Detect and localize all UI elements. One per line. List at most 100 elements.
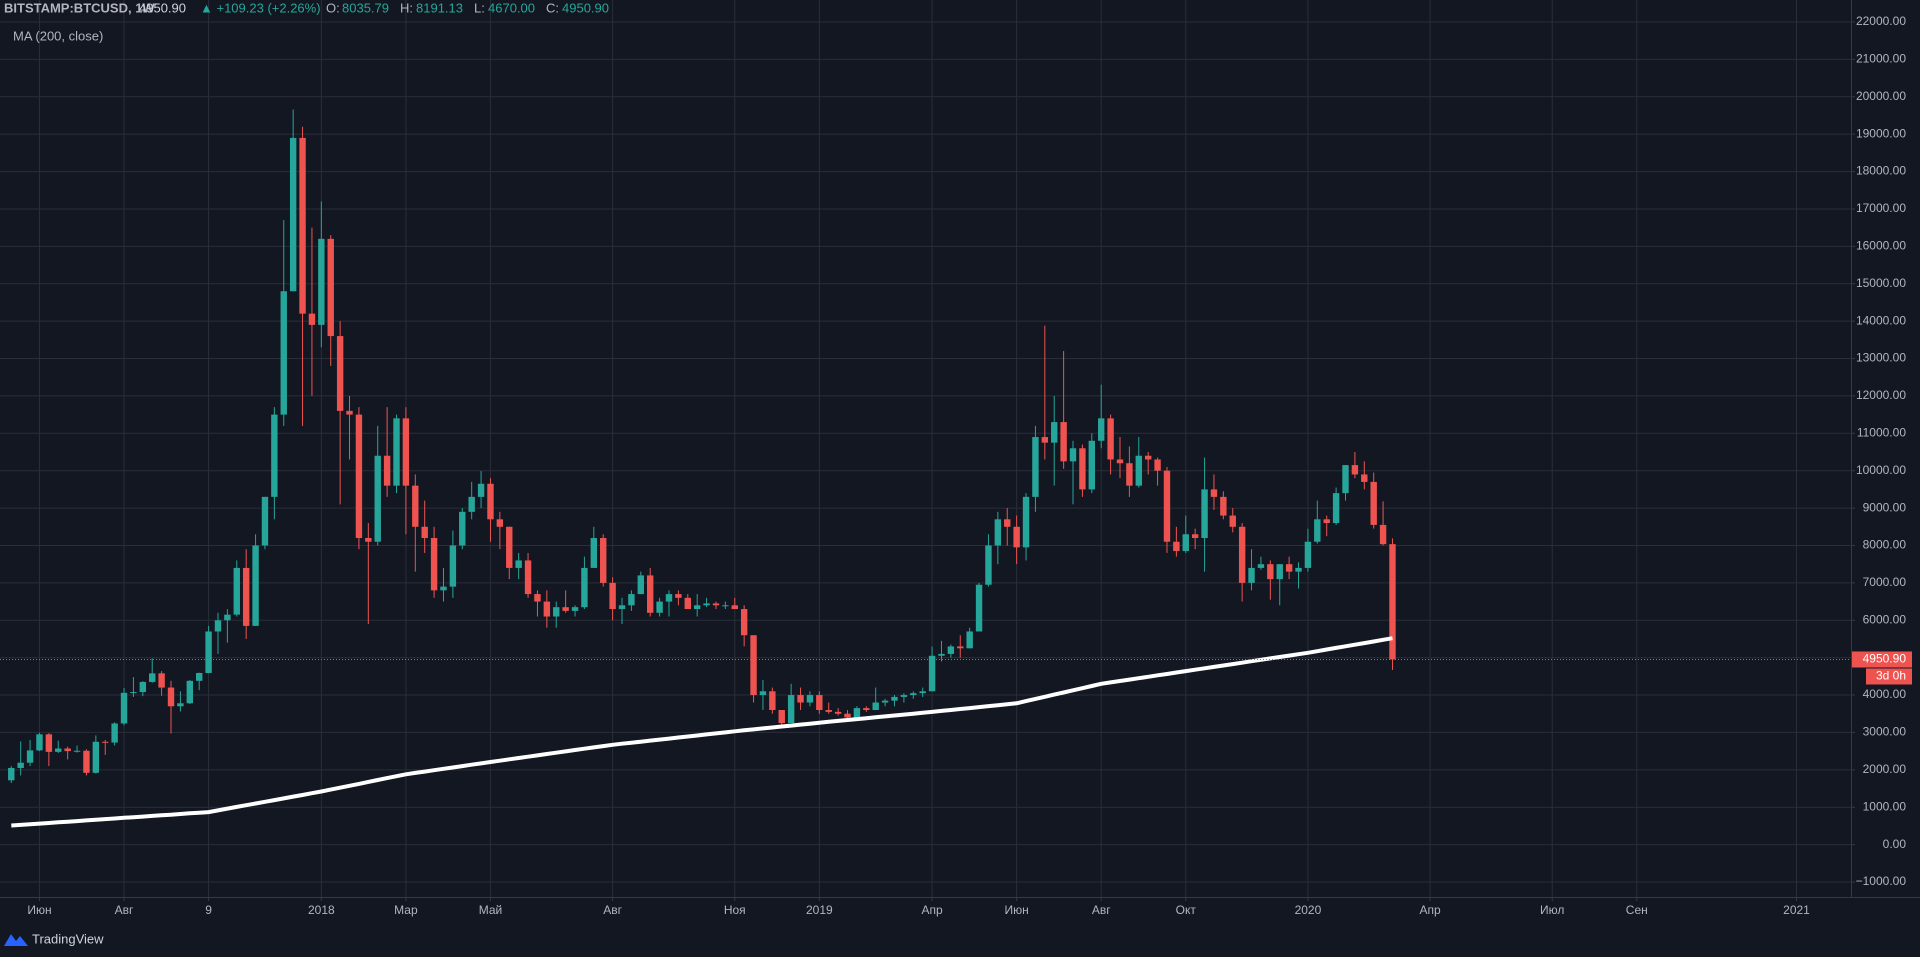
candle-body	[1238, 526, 1246, 583]
y-tick-label: 4000.00	[1863, 687, 1907, 701]
candle-body	[186, 680, 193, 704]
y-tick-label: 14000.00	[1856, 313, 1906, 327]
candle-body	[1060, 422, 1067, 462]
y-tick-label: 13000.00	[1856, 351, 1906, 365]
candle-body	[1361, 474, 1368, 482]
candle-body	[299, 137, 306, 314]
y-tick-label: 12000.00	[1856, 388, 1906, 402]
candle-body	[393, 418, 400, 486]
candle-body	[1351, 465, 1359, 475]
candle-body	[928, 655, 936, 692]
candle-body	[806, 695, 814, 703]
candle-body	[881, 700, 889, 703]
candle-body	[336, 336, 344, 411]
candle-body	[1342, 465, 1349, 494]
y-tick-label: 2000.00	[1863, 762, 1907, 776]
candle-body	[383, 455, 391, 486]
candle-body	[421, 526, 428, 538]
candle-body	[571, 607, 579, 611]
candle-body	[515, 560, 522, 568]
price-label: 4950.90	[1863, 652, 1907, 666]
x-tick-label: Апр	[1419, 903, 1441, 917]
candle-body	[1098, 418, 1105, 441]
candle-body	[712, 603, 720, 606]
candle-body	[1304, 541, 1312, 568]
candle-body	[543, 601, 551, 617]
high-label: H:	[400, 0, 413, 15]
candle-body	[487, 483, 494, 520]
candle-body	[440, 586, 447, 591]
candle-body	[1051, 422, 1058, 443]
candle-body	[1267, 564, 1274, 580]
y-tick-label: 19000.00	[1856, 126, 1906, 140]
candle-body	[1163, 470, 1171, 542]
candle-body	[55, 748, 62, 752]
candle-body	[853, 708, 861, 718]
high-value: 8191.13	[416, 0, 463, 15]
candle-body	[975, 584, 983, 632]
candle-body	[1135, 455, 1142, 486]
candle-body	[308, 313, 316, 325]
candle-body	[750, 635, 757, 696]
candle-body	[769, 691, 776, 710]
y-tick-label: 9000.00	[1863, 500, 1907, 514]
candle-body	[825, 710, 832, 712]
candle-body	[703, 603, 710, 606]
last-price: 4950.90	[139, 0, 186, 15]
candle-body	[412, 485, 419, 527]
footer: TradingView	[4, 931, 104, 946]
candle-body	[1032, 437, 1039, 497]
candle-body	[318, 238, 325, 325]
countdown-box	[1866, 668, 1912, 685]
candle-body	[1182, 534, 1189, 552]
candle-body	[1276, 564, 1283, 580]
candle-body	[844, 713, 851, 718]
candle-body	[111, 723, 118, 743]
candle-body	[675, 594, 682, 598]
candle-body	[1191, 534, 1199, 538]
brand: TradingView	[32, 931, 104, 946]
x-tick-label: Сен	[1626, 903, 1648, 917]
candle-body	[477, 483, 485, 497]
y-tick-label: 3000.00	[1863, 725, 1907, 739]
open-label: O:	[326, 0, 340, 15]
candle-body	[1295, 567, 1302, 572]
x-tick-label: Авг	[1092, 903, 1111, 917]
candle-body	[863, 708, 870, 710]
x-tick-label: Авг	[603, 903, 622, 917]
candle-body	[562, 607, 569, 611]
candle-body	[524, 560, 532, 595]
candle-body	[994, 519, 1002, 546]
x-tick-label: Окт	[1176, 903, 1197, 917]
indicator-label: MA (200, close)	[13, 28, 103, 43]
price-label-box	[1852, 651, 1912, 668]
y-tick-label: 16000.00	[1856, 239, 1906, 253]
candle-body	[177, 703, 184, 707]
candle-body	[158, 673, 165, 688]
candle-body	[430, 538, 438, 591]
x-tick-label: Мар	[394, 903, 418, 917]
candle-body	[374, 455, 381, 542]
x-tick-label: Авг	[115, 903, 134, 917]
candle-body	[1013, 526, 1020, 548]
candle-body	[261, 496, 269, 546]
candle-body	[665, 594, 673, 602]
candle-body	[506, 526, 513, 568]
candle-body	[1332, 493, 1340, 524]
candle-body	[36, 734, 43, 751]
candle-body	[205, 631, 212, 673]
candle-body	[252, 545, 259, 626]
candle-body	[693, 605, 701, 610]
y-tick-label: 8000.00	[1863, 538, 1907, 552]
candle-body	[656, 601, 663, 613]
candle-body	[1126, 463, 1133, 486]
candle-body	[600, 538, 607, 583]
y-tick-label: 0.00	[1883, 837, 1907, 851]
logo	[4, 934, 28, 946]
candle-body	[26, 750, 34, 763]
x-tick-label: 9	[205, 903, 212, 917]
candle-body	[740, 609, 748, 636]
candle-body	[459, 511, 466, 546]
y-tick-label: 21000.00	[1856, 52, 1906, 66]
countdown: 3d 0h	[1876, 669, 1906, 683]
